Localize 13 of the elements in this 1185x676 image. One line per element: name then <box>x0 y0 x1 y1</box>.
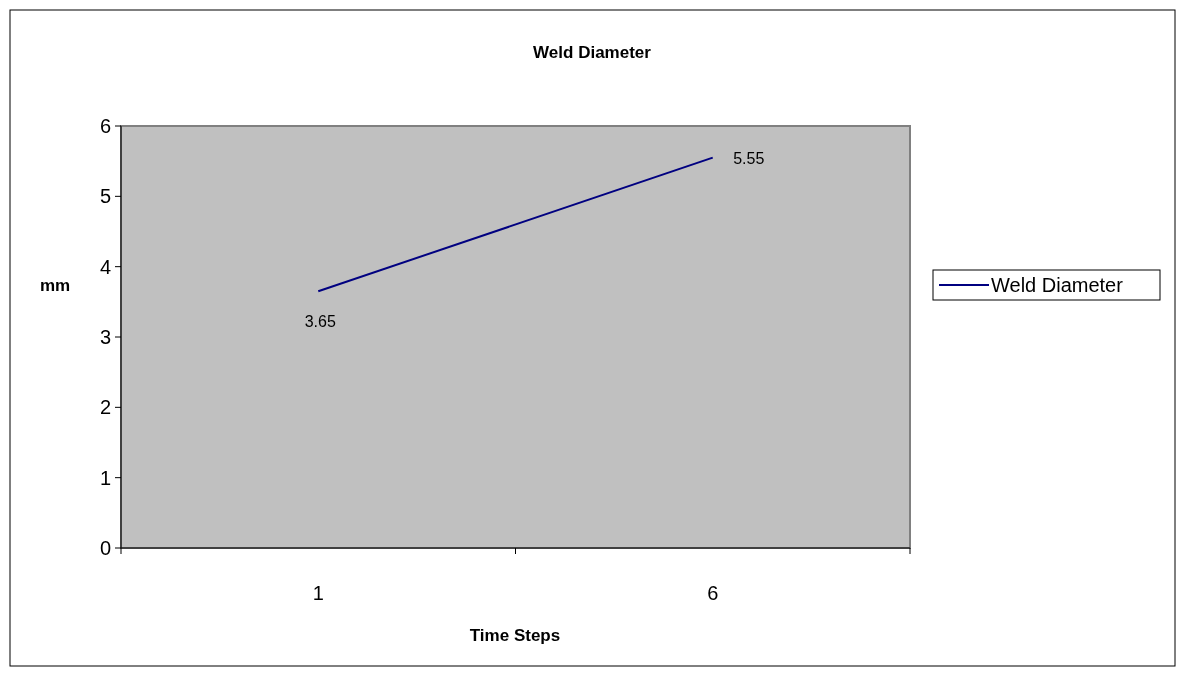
y-tick-label: 6 <box>99 115 111 137</box>
y-tick-label: 5 <box>99 185 111 208</box>
chart-title: Weld Diameter <box>533 43 652 62</box>
y-tick-label: 2 <box>99 396 111 419</box>
data-label: 3.65 <box>304 313 336 331</box>
legend-label: Weld Diameter <box>991 274 1124 296</box>
y-tick-label: 3 <box>99 326 111 348</box>
y-tick-label: 0 <box>99 537 111 559</box>
y-tick-label: 4 <box>99 255 111 278</box>
y-axis-title: mm <box>39 276 71 295</box>
y-tick-label: 1 <box>99 466 111 489</box>
data-label: 5.55 <box>733 149 765 167</box>
x-axis-title: Time Steps <box>469 626 561 645</box>
